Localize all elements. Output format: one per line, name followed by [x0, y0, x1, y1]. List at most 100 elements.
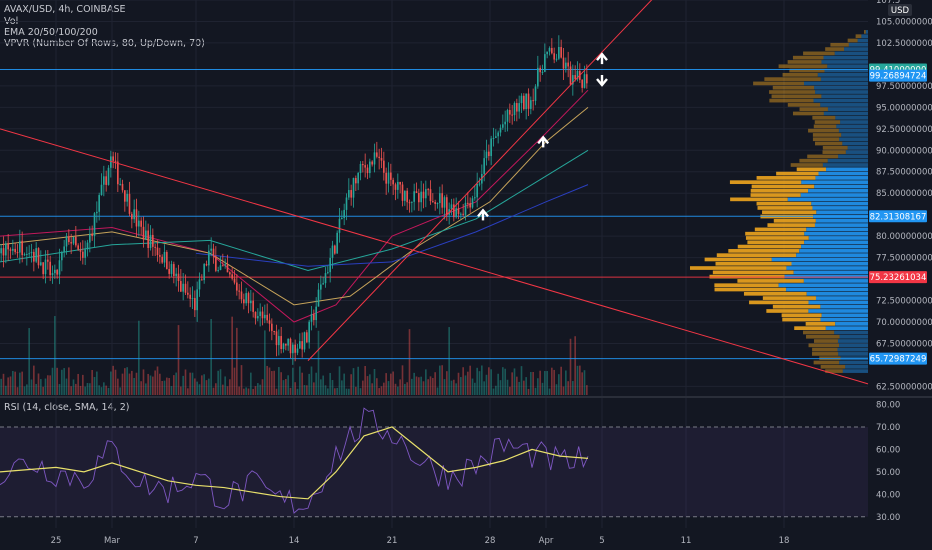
candle-body-196: [457, 208, 460, 215]
currency-badge[interactable]: USD: [888, 4, 912, 16]
volume-bar-202: [471, 378, 474, 395]
candle-body-111: [259, 311, 261, 317]
volume-bar-217: [506, 379, 509, 395]
volume-bar-133: [310, 366, 313, 395]
vpvr-row-up-66: [814, 85, 868, 90]
candle-body-123: [287, 338, 289, 346]
volume-bar-229: [534, 387, 537, 395]
volume-bar-22: [51, 367, 54, 395]
vpvr-row-down-2: [813, 360, 840, 365]
candle-body-105: [245, 293, 247, 304]
volume-bar-38: [89, 383, 91, 395]
volume-bar-98: [229, 379, 231, 395]
symbol-legend[interactable]: AVAX/USD, 4h, COINBASE: [4, 4, 126, 15]
candle-body-10: [23, 254, 26, 256]
volume-bar-40: [93, 376, 96, 395]
rsi-tick-label-0: 80.00: [876, 400, 900, 410]
candle-body-48: [112, 156, 114, 161]
vpvr-row-up-67: [803, 81, 868, 86]
trendlines: [0, 0, 869, 385]
volume-bar-97: [226, 386, 229, 395]
candle-body-180: [420, 191, 422, 203]
volume-bar-65: [152, 376, 154, 395]
vpvr-row-down-24: [690, 266, 787, 270]
volume-bar-168: [392, 371, 394, 395]
candle-body-109: [254, 311, 257, 319]
vpvr-row-up-38: [812, 206, 868, 210]
candle-body-141: [329, 257, 331, 273]
volume-bar-248: [579, 365, 581, 395]
candle-body-236: [551, 48, 553, 54]
candle-body-213: [497, 132, 499, 137]
volume-bar-23: [54, 316, 56, 395]
vpvr-row-up-37: [816, 210, 868, 215]
volume-bar-184: [429, 376, 432, 395]
volume-bar-237: [553, 369, 555, 395]
candle-body-4: [9, 249, 12, 251]
volume-bar-211: [492, 388, 495, 395]
volume-bar-88: [205, 380, 208, 395]
vpvr-row-down-57: [813, 124, 837, 129]
candle-body-145: [338, 218, 341, 233]
volume-bar-225: [525, 377, 527, 395]
ema-line-0: [0, 89, 589, 323]
candle-body-136: [317, 289, 320, 307]
volume-bar-191: [446, 371, 448, 395]
volume-bar-76: [177, 325, 180, 395]
candle-body-131: [306, 332, 308, 343]
volume-bar-154: [359, 388, 362, 395]
ema-legend[interactable]: EMA 20/50/100/200: [4, 27, 98, 38]
volume-bar-208: [485, 374, 488, 395]
vpvr-row-down-39: [756, 201, 812, 206]
vpvr-legend[interactable]: VPVR (Number Of Rows, 80, Up/Down, 70): [4, 38, 205, 49]
vpvr-row-up-2: [839, 360, 868, 365]
volume-bar-175: [408, 329, 411, 395]
candle-body-108: [252, 300, 254, 312]
vpvr-row-down-32: [745, 231, 805, 236]
candle-body-35: [82, 251, 84, 258]
candle-body-44: [103, 176, 105, 185]
price-tick-label-1: 105.00000000: [876, 17, 932, 27]
candle-body-68: [159, 255, 161, 257]
volume-bar-197: [460, 377, 462, 395]
volume-bar-164: [383, 382, 385, 395]
price-tick-label-11: 72.50000000: [876, 297, 932, 307]
candle-body-161: [376, 152, 378, 157]
volume-bar-190: [443, 379, 446, 395]
volume-bar-69: [161, 380, 163, 395]
candle-body-47: [110, 156, 112, 168]
candle-body-203: [474, 197, 476, 199]
candle-body-76: [177, 273, 180, 282]
vpvr-row-up-52: [847, 145, 868, 150]
vpvr-row-up-0: [842, 369, 868, 373]
vpvr-row-down-75: [825, 47, 845, 51]
candle-body-116: [271, 323, 273, 331]
volume-bar-35: [82, 374, 84, 395]
time-axis: 25 Mar 7 14 21 28 Apr 5 11 18: [51, 536, 790, 546]
candle-body-11: [26, 253, 28, 255]
candle-body-78: [182, 283, 184, 292]
candle-body-17: [40, 262, 42, 266]
volume-bar-153: [357, 366, 359, 395]
candle-body-199: [464, 202, 467, 215]
vpvr-row-down-9: [803, 330, 835, 335]
candle-body-239: [558, 46, 560, 59]
vpvr-row-up-20: [778, 283, 868, 288]
vpvr-row-down-46: [776, 171, 819, 176]
price-tag-label-4: 65.72987249: [870, 355, 927, 365]
vpvr-row-down-68: [764, 77, 821, 81]
rsi-legend[interactable]: RSI (14, close, SMA, 14, 2): [4, 402, 130, 413]
volume-bar-157: [366, 376, 369, 395]
vpvr-row-up-62: [820, 103, 868, 107]
price-tick-label-0: 107.5: [876, 0, 900, 6]
candle-body-214: [499, 127, 502, 133]
price-tag-2: 82.31308167: [869, 210, 927, 223]
volume-bar-186: [434, 372, 436, 395]
volume-bar-66: [154, 370, 156, 395]
candle-body-38: [89, 233, 91, 243]
volume-bar-0: [0, 378, 2, 395]
vpvr-row-up-19: [786, 287, 868, 292]
volume-bar-169: [394, 383, 397, 395]
volume-bar-181: [422, 381, 425, 395]
